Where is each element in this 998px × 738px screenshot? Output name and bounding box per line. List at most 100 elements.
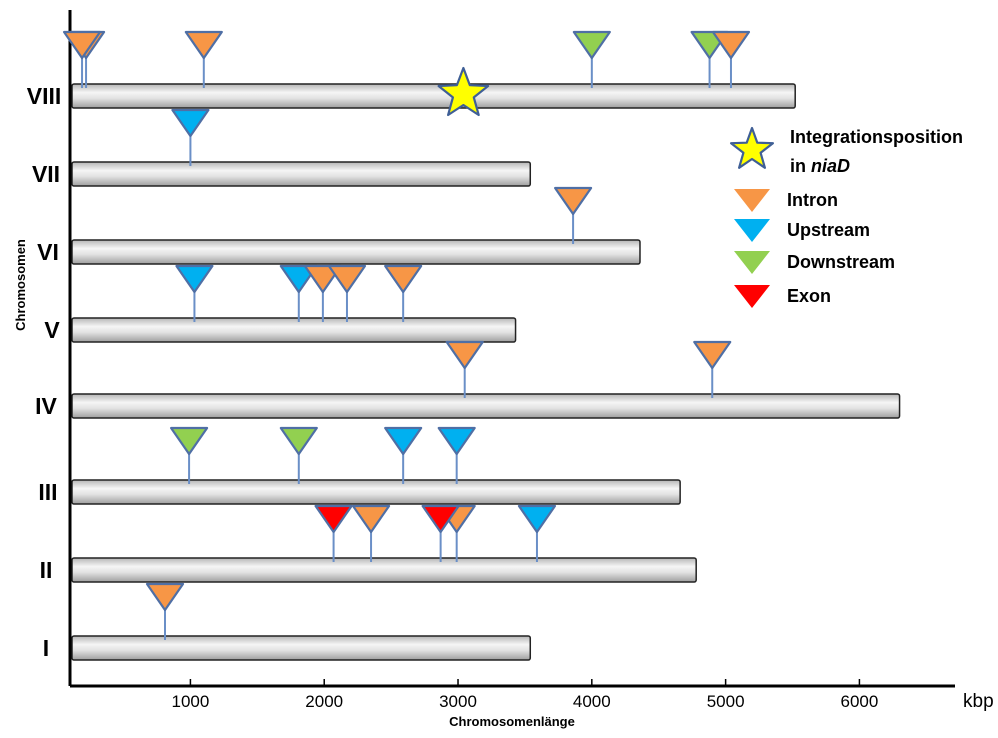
insertion-intron-v-10	[303, 264, 342, 322]
insertion-downstream-viii-3	[572, 30, 611, 88]
legend-item-upstream: Upstream	[734, 219, 870, 242]
insertion-triangle-upstream	[279, 264, 318, 294]
y-axis-title: Chromosomen	[13, 239, 28, 331]
chromosome-bar-ii	[71, 557, 697, 583]
insertion-triangle-intron	[62, 30, 102, 60]
chromosome-label-i: I	[43, 635, 49, 661]
chromosome-bar-v	[71, 317, 517, 343]
insertion-intron-viii-1	[62, 30, 102, 88]
chromosome-row-iv	[71, 393, 901, 419]
legend-item-exon: Exon	[734, 285, 831, 308]
chromosome-row-v	[71, 317, 517, 343]
chromosome-label-v: V	[44, 317, 60, 343]
insertion-upstream-v-9	[279, 264, 318, 322]
insertion-upstream-iii-18	[437, 426, 476, 484]
legend-item-integration: Integrationsposition in niaD	[729, 126, 963, 176]
chromosome-bar-vi	[71, 239, 641, 265]
chromosome-row-iii	[71, 479, 681, 505]
legend-item-downstream: Downstream	[734, 251, 895, 274]
chromosome-label-viii: VIII	[27, 83, 62, 109]
legend-label-downstream: Downstream	[787, 252, 895, 272]
insertion-triangle-intron	[303, 264, 342, 294]
axes	[68, 10, 955, 688]
insertion-intron-v-11	[327, 264, 367, 322]
insertion-triangle-exon	[421, 504, 460, 534]
legend: Integrationsposition in niaD Intron Upstrea…	[729, 126, 963, 308]
insertion-intron-iv-14	[693, 340, 732, 398]
insertion-exon-ii-22	[421, 504, 460, 562]
insertion-triangle-intron	[445, 340, 484, 370]
insertion-triangle-downstream	[572, 30, 611, 60]
chromosome-label-iii: III	[38, 479, 57, 505]
legend-text-integration-1: Integrationsposition	[790, 127, 963, 147]
chromosome-bar-viii	[71, 83, 796, 109]
x-tick-label-6000: 6000	[841, 692, 879, 711]
insertion-intron-vi-7	[553, 186, 593, 244]
chromosome-bars	[71, 83, 901, 661]
chromosome-label-vi: VI	[37, 239, 59, 265]
x-tick-label-2000: 2000	[305, 692, 343, 711]
insertion-intron-i-24	[145, 582, 185, 640]
chromosome-row-ii	[71, 557, 697, 583]
insertion-intron-v-12	[384, 264, 423, 322]
insertion-upstream-v-8	[175, 264, 214, 322]
chromosome-row-i	[71, 635, 532, 661]
insertion-triangle-exon	[314, 504, 353, 534]
insertion-triangle-intron	[145, 582, 185, 612]
insertion-triangle-upstream	[437, 426, 476, 456]
insertion-intron-viii-5	[711, 30, 751, 88]
insertion-downstream-iii-16	[279, 426, 318, 484]
legend-label-upstream: Upstream	[787, 220, 870, 240]
x-tick-label-4000: 4000	[573, 692, 611, 711]
chromosome-label-ii: II	[40, 557, 53, 583]
chromosome-row-vi	[71, 239, 641, 265]
x-tick-label-1000: 1000	[172, 692, 210, 711]
insertion-triangle-intron	[711, 30, 751, 60]
chromosome-bar-iii	[71, 479, 681, 505]
chromosome-bar-iv	[71, 393, 901, 419]
x-axis-title: Chromosomenlänge	[449, 714, 575, 729]
insertion-triangle-downstream	[169, 426, 209, 456]
chromosome-label-vii: VII	[32, 161, 60, 187]
legend-star-icon	[729, 126, 775, 169]
insertion-downstream-iii-15	[169, 426, 209, 484]
x-tick-label-5000: 5000	[707, 692, 745, 711]
insertion-triangle-intron	[327, 264, 367, 294]
x-ticks: 1000 2000 3000 4000 5000 6000	[172, 679, 879, 711]
insertion-markers	[62, 30, 751, 640]
x-unit-label: kbp	[963, 691, 994, 712]
insertion-triangle-intron	[184, 30, 223, 60]
chromosome-row-vii	[71, 161, 532, 187]
chromosome-row-viii	[71, 83, 796, 109]
insertion-intron-ii-20	[351, 504, 391, 562]
insertion-exon-ii-19	[314, 504, 353, 562]
insertion-intron-iv-13	[445, 340, 484, 398]
legend-text-integration-2: in niaD	[790, 156, 850, 176]
insertion-triangle-downstream	[279, 426, 318, 456]
legend-label-exon: Exon	[787, 286, 831, 306]
insertion-upstream-iii-17	[384, 426, 423, 484]
legend-triangle-intron	[734, 189, 770, 212]
legend-triangle-exon	[734, 285, 770, 308]
insertion-upstream-vii-6	[171, 108, 210, 166]
insertion-triangle-intron	[351, 504, 391, 534]
insertion-upstream-ii-23	[517, 504, 557, 562]
insertion-triangle-upstream	[384, 426, 423, 456]
insertion-triangle-upstream	[517, 504, 557, 534]
insertion-triangle-intron	[553, 186, 593, 216]
x-tick-label-3000: 3000	[439, 692, 477, 711]
integration-star-icon	[437, 66, 490, 117]
legend-label-intron: Intron	[787, 190, 838, 210]
chromosome-bar-i	[71, 635, 532, 661]
insertion-triangle-upstream	[171, 108, 210, 138]
insertion-triangle-upstream	[175, 264, 214, 294]
insertion-triangle-intron	[384, 264, 423, 294]
legend-item-intron: Intron	[734, 189, 838, 212]
chromosome-bar-vii	[71, 161, 532, 187]
insertion-intron-viii-2	[184, 30, 223, 88]
legend-triangle-upstream	[734, 219, 770, 242]
insertion-triangle-intron	[693, 340, 732, 370]
